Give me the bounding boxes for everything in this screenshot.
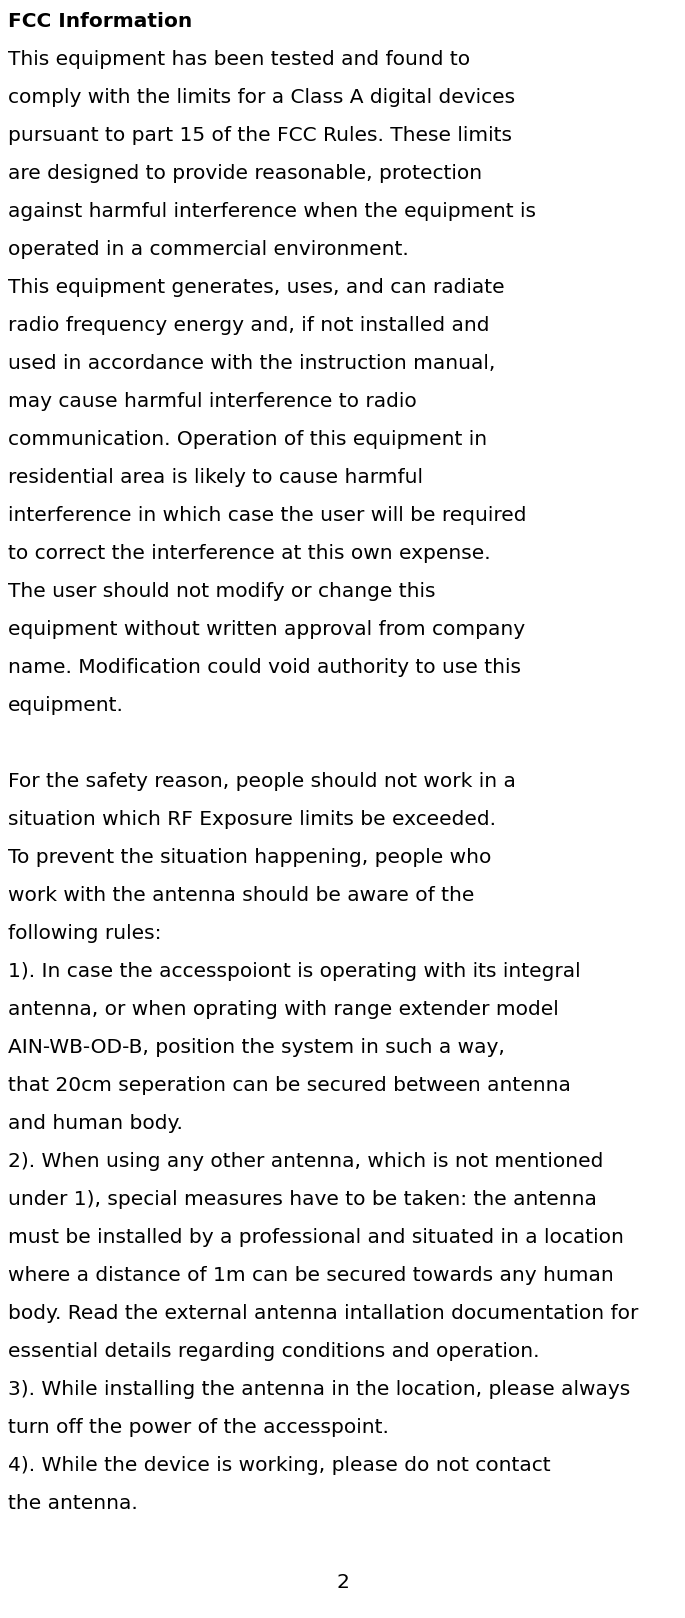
Text: equipment.: equipment. bbox=[8, 696, 124, 715]
Text: 3). While installing the antenna in the location, please always: 3). While installing the antenna in the … bbox=[8, 1380, 630, 1400]
Text: essential details regarding conditions and operation.: essential details regarding conditions a… bbox=[8, 1341, 540, 1361]
Text: are designed to provide reasonable, protection: are designed to provide reasonable, prot… bbox=[8, 163, 482, 183]
Text: may cause harmful interference to radio: may cause harmful interference to radio bbox=[8, 392, 416, 411]
Text: residential area is likely to cause harmful: residential area is likely to cause harm… bbox=[8, 468, 423, 487]
Text: To prevent the situation happening, people who: To prevent the situation happening, peop… bbox=[8, 848, 491, 867]
Text: interference in which case the user will be required: interference in which case the user will… bbox=[8, 506, 527, 524]
Text: pursuant to part 15 of the FCC Rules. These limits: pursuant to part 15 of the FCC Rules. Th… bbox=[8, 126, 512, 146]
Text: comply with the limits for a Class A digital devices: comply with the limits for a Class A dig… bbox=[8, 87, 515, 107]
Text: antenna, or when oprating with range extender model: antenna, or when oprating with range ext… bbox=[8, 1000, 559, 1019]
Text: name. Modification could void authority to use this: name. Modification could void authority … bbox=[8, 659, 521, 676]
Text: body. Read the external antenna intallation documentation for: body. Read the external antenna intallat… bbox=[8, 1304, 638, 1324]
Text: 2: 2 bbox=[336, 1573, 349, 1592]
Text: The user should not modify or change this: The user should not modify or change thi… bbox=[8, 582, 436, 600]
Text: used in accordance with the instruction manual,: used in accordance with the instruction … bbox=[8, 354, 495, 374]
Text: 2). When using any other antenna, which is not mentioned: 2). When using any other antenna, which … bbox=[8, 1152, 603, 1171]
Text: FCC Information: FCC Information bbox=[8, 11, 192, 31]
Text: operated in a commercial environment.: operated in a commercial environment. bbox=[8, 239, 409, 259]
Text: against harmful interference when the equipment is: against harmful interference when the eq… bbox=[8, 202, 536, 222]
Text: to correct the interference at this own expense.: to correct the interference at this own … bbox=[8, 544, 490, 563]
Text: For the safety reason, people should not work in a: For the safety reason, people should not… bbox=[8, 772, 516, 791]
Text: and human body.: and human body. bbox=[8, 1115, 183, 1133]
Text: AIN-WB-OD-B, position the system in such a way,: AIN-WB-OD-B, position the system in such… bbox=[8, 1039, 505, 1057]
Text: under 1), special measures have to be taken: the antenna: under 1), special measures have to be ta… bbox=[8, 1189, 597, 1209]
Text: communication. Operation of this equipment in: communication. Operation of this equipme… bbox=[8, 430, 487, 450]
Text: turn off the power of the accesspoint.: turn off the power of the accesspoint. bbox=[8, 1417, 389, 1437]
Text: the antenna.: the antenna. bbox=[8, 1493, 138, 1513]
Text: where a distance of 1m can be secured towards any human: where a distance of 1m can be secured to… bbox=[8, 1265, 614, 1285]
Text: equipment without written approval from company: equipment without written approval from … bbox=[8, 620, 525, 639]
Text: This equipment generates, uses, and can radiate: This equipment generates, uses, and can … bbox=[8, 278, 505, 298]
Text: situation which RF Exposure limits be exceeded.: situation which RF Exposure limits be ex… bbox=[8, 811, 496, 828]
Text: 4). While the device is working, please do not contact: 4). While the device is working, please … bbox=[8, 1456, 551, 1476]
Text: work with the antenna should be aware of the: work with the antenna should be aware of… bbox=[8, 887, 475, 904]
Text: following rules:: following rules: bbox=[8, 924, 162, 943]
Text: must be installed by a professional and situated in a location: must be installed by a professional and … bbox=[8, 1228, 624, 1247]
Text: that 20cm seperation can be secured between antenna: that 20cm seperation can be secured betw… bbox=[8, 1076, 571, 1095]
Text: radio frequency energy and, if not installed and: radio frequency energy and, if not insta… bbox=[8, 316, 490, 335]
Text: 1). In case the accesspoiont is operating with its integral: 1). In case the accesspoiont is operatin… bbox=[8, 963, 581, 981]
Text: This equipment has been tested and found to: This equipment has been tested and found… bbox=[8, 50, 470, 70]
